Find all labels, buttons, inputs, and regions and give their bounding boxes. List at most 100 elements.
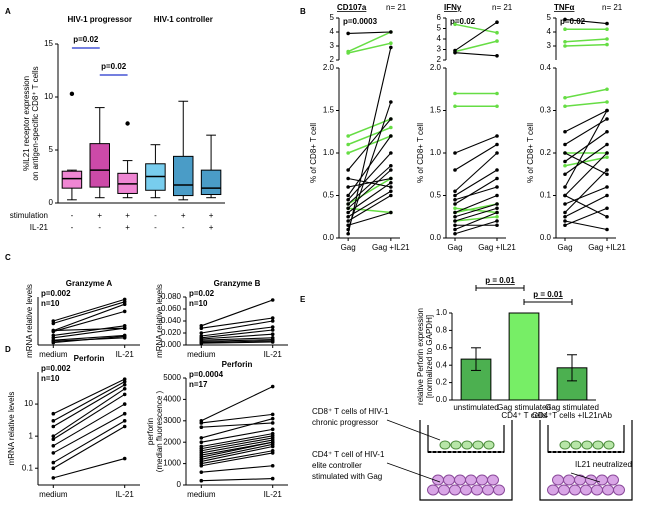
pair-line (53, 335, 125, 344)
y-tick-label: 6 (437, 13, 442, 22)
pair-point (51, 437, 56, 442)
pair-point (346, 219, 350, 223)
y-tick-label: 5 (330, 13, 335, 22)
sample-size: n=10 (41, 374, 60, 383)
x-tick-label: IL-21 (264, 490, 283, 499)
pair-line (201, 422, 273, 428)
y-tick-label: 0.1 (22, 463, 34, 472)
pair-line (454, 194, 498, 214)
pair-point (346, 202, 350, 206)
pair-point (605, 206, 609, 211)
x-tick-label: medium (39, 350, 68, 359)
pair-point (346, 142, 350, 147)
cd4-cell (465, 474, 477, 486)
pair-point (199, 478, 204, 483)
pair-point (389, 176, 393, 181)
panel-title: Granzyme A (66, 279, 113, 288)
pair-line (201, 439, 273, 454)
panel-title: TNFα (554, 3, 575, 12)
pair-point (453, 206, 457, 211)
cd8-cell (559, 440, 571, 450)
pair-point (122, 326, 127, 331)
pair-line (347, 211, 392, 226)
pair-line (53, 420, 125, 464)
diagram-label: CD8⁺ T cells of HIV-1 (312, 407, 389, 416)
pair-line (348, 31, 391, 34)
pair-point (453, 202, 457, 206)
pair-line (454, 169, 498, 196)
pair-line (201, 341, 273, 344)
pair-point (453, 223, 457, 228)
pair-line (454, 211, 498, 231)
pair-point (122, 392, 127, 397)
pair-point (51, 460, 56, 465)
pair-point (495, 151, 499, 155)
pair-line (53, 381, 125, 422)
pair-point (563, 129, 567, 134)
pair-point (563, 104, 567, 109)
pair-line (201, 337, 273, 341)
pair-point (346, 223, 350, 228)
cd4-cell (482, 484, 494, 496)
pair-point (563, 193, 567, 198)
group-label: HIV-1 controller (154, 15, 213, 24)
pair-line (564, 110, 608, 133)
panel-title: CD107a (337, 3, 367, 12)
pair-point (605, 37, 609, 41)
pointer-line (386, 462, 441, 483)
pair-point (270, 412, 275, 417)
p-value: p=0.02 (101, 62, 127, 71)
pair-point (199, 470, 204, 474)
outlier (69, 91, 75, 97)
pair-point (605, 185, 609, 189)
pair-line (201, 445, 273, 462)
pair-point (453, 219, 457, 223)
row-value: + (97, 211, 102, 220)
y-tick-label: 3 (547, 41, 552, 50)
pair-point (122, 411, 127, 416)
cd4-cell (602, 484, 614, 496)
cd4-cell (580, 484, 592, 496)
pair-point (605, 151, 609, 155)
well (539, 420, 633, 501)
pair-point (122, 309, 127, 314)
pair-point (389, 189, 393, 194)
x-tick-label: Gag (447, 243, 462, 252)
pair-line (53, 384, 125, 427)
cd4-cell (574, 474, 586, 486)
pair-point (495, 54, 499, 58)
pair-point (51, 434, 56, 438)
pair-line (564, 207, 608, 226)
pair-point (270, 340, 275, 344)
y-tick-label: 3000 (163, 416, 181, 425)
x-tick-label: Gag stimulated (497, 403, 551, 412)
pair-line (347, 177, 392, 205)
y-tick-label: 0.0 (323, 233, 335, 242)
y-axis-label: on antigen-specific CD8⁺ T cells (31, 66, 40, 180)
pair-point (453, 210, 457, 215)
pair-line (53, 303, 125, 332)
pair-line (454, 23, 498, 34)
pair-line (201, 333, 273, 340)
pair-line (201, 443, 273, 460)
cd8-cell (570, 440, 582, 450)
y-tick-label: 0 (49, 198, 54, 207)
pair-point (270, 451, 275, 455)
pair-point (495, 39, 499, 43)
pair-point (453, 189, 457, 194)
pair-point (199, 425, 204, 430)
cd8-cell (603, 440, 615, 450)
pair-point (495, 223, 499, 228)
cd4-cell (563, 474, 575, 486)
y-axis-label: perforin (146, 418, 155, 445)
pair-point (605, 21, 609, 26)
pair-point (270, 325, 275, 329)
pair-line (201, 299, 273, 327)
pair-line (564, 195, 608, 218)
p-value: p=0.02 (73, 35, 99, 44)
pair-point (346, 210, 350, 215)
y-tick-label: 2 (437, 55, 442, 64)
sample-size: n= 21 (492, 3, 513, 12)
y-tick-label: 2 (330, 55, 335, 64)
pair-point (122, 334, 127, 339)
